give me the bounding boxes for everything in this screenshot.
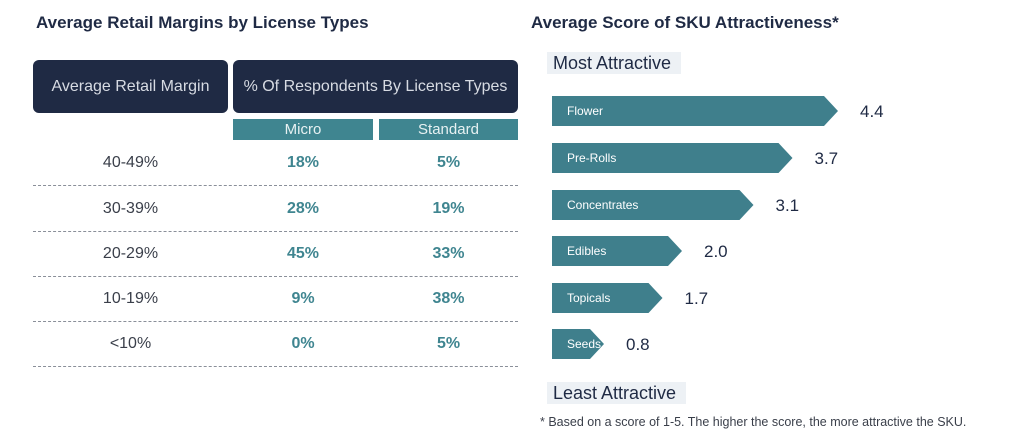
standard-percent-cell: 5% <box>436 153 461 171</box>
table-row: 10-19% 9% 38% <box>33 276 518 322</box>
bar-flower <box>552 96 838 126</box>
margin-range-cell: 40-49% <box>102 153 159 171</box>
margin-range-cell: 10-19% <box>102 289 159 307</box>
bar-concentrates <box>552 190 754 220</box>
bar-value-label: 4.4 <box>860 102 884 121</box>
least-attractive-label: Least Attractive <box>547 382 687 404</box>
header-average-retail-margin: Average Retail Margin <box>33 60 228 113</box>
bar-category-label: Concentrates <box>567 198 638 212</box>
bar-value-label: 3.1 <box>776 196 800 215</box>
bar-category-label: Topicals <box>567 291 610 305</box>
standard-percent-cell: 19% <box>432 199 465 217</box>
margin-range-cell: 30-39% <box>102 199 159 217</box>
bar-category-label: Seeds <box>567 337 601 351</box>
most-attractive-label: Most Attractive <box>547 52 682 74</box>
bar-value-label: 3.7 <box>815 149 839 168</box>
table-row: 40-49% 18% 5% <box>33 140 518 186</box>
micro-percent-cell: 0% <box>291 334 315 352</box>
micro-percent-cell: 45% <box>286 244 320 262</box>
margin-range-cell: <10% <box>109 334 152 352</box>
standard-percent-cell: 33% <box>432 244 465 262</box>
micro-percent-cell: 28% <box>286 199 320 217</box>
sku-attractiveness-title: Average Score of SKU Attractiveness* <box>531 13 839 32</box>
bar-topicals <box>552 283 663 313</box>
bar-seeds <box>552 329 604 359</box>
bar-category-label: Pre-Rolls <box>567 151 616 165</box>
micro-percent-cell: 9% <box>291 289 315 307</box>
bar-value-label: 2.0 <box>704 242 728 261</box>
table-row: <10% 0% 5% <box>33 321 518 367</box>
micro-percent-cell: 18% <box>286 153 320 171</box>
subheader-micro: Micro <box>233 119 373 140</box>
standard-percent-cell: 38% <box>432 289 465 307</box>
table-row: 30-39% 28% 19% <box>33 186 518 232</box>
bar-category-label: Flower <box>567 104 603 118</box>
subheader-standard: Standard <box>379 119 518 140</box>
bar-edibles <box>552 236 682 266</box>
bar-value-label: 1.7 <box>685 289 709 308</box>
footnote: * Based on a score of 1-5. The higher th… <box>540 415 967 429</box>
retail-margins-title: Average Retail Margins by License Types <box>36 13 369 32</box>
header-respondents-by-license: % Of Respondents By License Types <box>233 60 518 113</box>
table-row: 20-29% 45% 33% <box>33 231 518 277</box>
bar-value-label: 0.8 <box>626 335 650 354</box>
standard-percent-cell: 5% <box>436 334 461 352</box>
margin-range-cell: 20-29% <box>102 244 159 262</box>
bar-category-label: Edibles <box>567 244 606 258</box>
bar-pre-rolls <box>552 143 793 173</box>
